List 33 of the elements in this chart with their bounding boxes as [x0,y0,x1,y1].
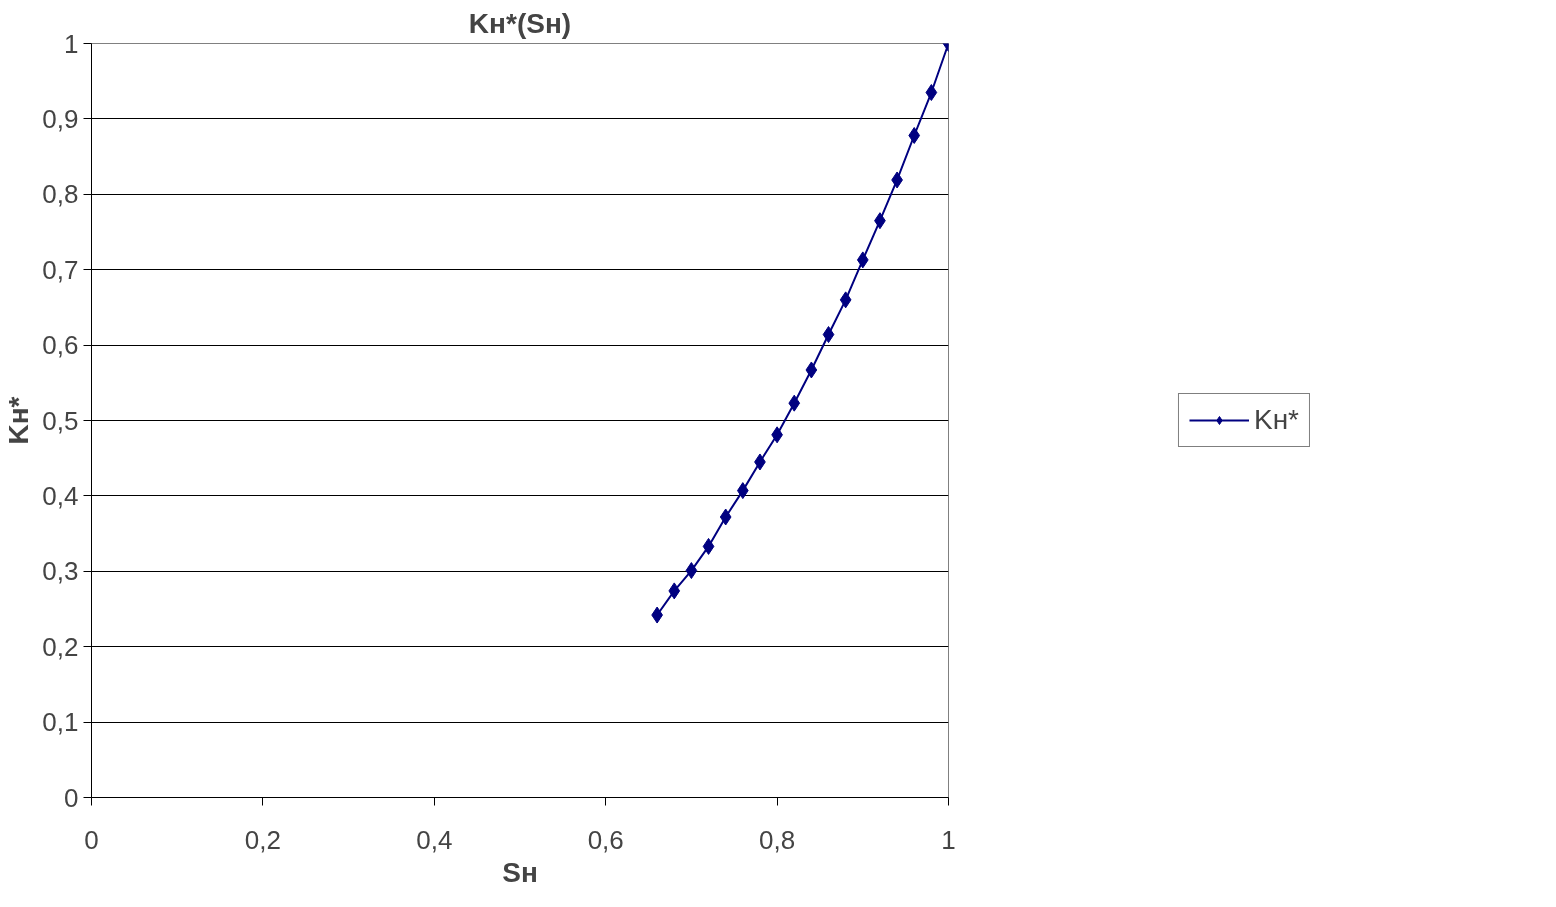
point [685,562,698,580]
y-tick-label: 0,1 [42,707,79,738]
x-tick-label: 1 [941,824,956,855]
y-tick-label: 0,3 [42,556,79,587]
y-tick-label: 0,9 [42,103,79,134]
y-tick-label: 0,5 [42,405,79,436]
chart-title: Kн*(Sн) [468,7,572,39]
point [839,291,852,309]
point [925,84,938,102]
y-tick-label: 0,7 [42,254,79,285]
x-tick-label: 0,4 [416,824,453,855]
point [702,537,715,555]
y-tick-label: 0,8 [42,179,79,210]
y-tick-label: 0,6 [42,330,79,361]
y-tick-label: 0 [64,782,79,813]
x-tick-label: 0,8 [759,824,796,855]
x-tick-label: 0 [84,824,99,855]
y-tick-label: 1 [64,28,79,59]
x-axis-title: Sн [502,856,538,888]
point [788,394,801,412]
legend-label: Kн* [1253,404,1300,436]
point [736,482,749,500]
x-tick-label: 0,2 [244,824,281,855]
point [908,126,921,144]
point [856,251,869,269]
y-tick-label: 0,2 [42,631,79,662]
y-axis-title: Kн* [3,396,35,445]
point [668,582,681,600]
point [719,508,732,526]
x-tick-label: 0,6 [587,824,624,855]
point [822,326,835,344]
point [805,361,818,379]
y-tick-label: 0,4 [42,480,79,511]
